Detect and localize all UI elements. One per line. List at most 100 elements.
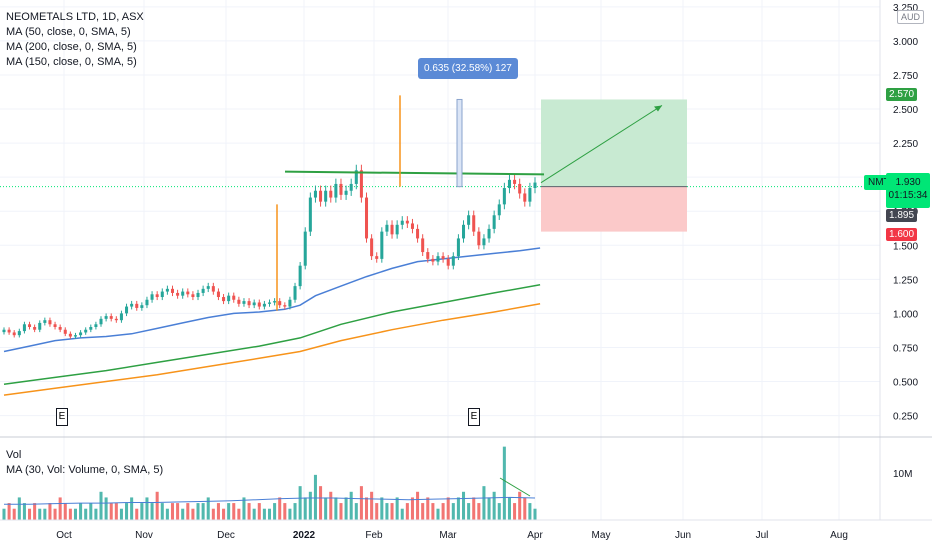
y-tick-label: 3.250	[893, 3, 918, 14]
candle-body	[63, 329, 67, 334]
currency-badge[interactable]: AUD	[897, 10, 925, 24]
candle-body	[232, 295, 236, 300]
volume-bar	[405, 503, 409, 520]
volume-bar	[278, 497, 282, 520]
candle-body	[176, 292, 180, 296]
candle-body	[390, 224, 394, 235]
candle-body	[329, 190, 333, 198]
volume-bar	[79, 503, 83, 520]
candle-body	[267, 302, 272, 304]
candle-body	[497, 204, 501, 216]
earnings-marker[interactable]: E	[56, 408, 68, 426]
candle-body	[89, 327, 93, 330]
drawings[interactable]	[276, 95, 545, 311]
candle-body	[507, 179, 511, 189]
candle-body	[94, 324, 98, 327]
volume-bar	[329, 491, 333, 520]
candle-body	[211, 286, 215, 292]
y-tick-label: 2.500	[893, 105, 918, 116]
volume-bar	[12, 508, 16, 520]
volume-bar	[176, 503, 180, 520]
candle-body	[38, 322, 42, 330]
volume-arrow	[499, 477, 531, 497]
stop-zone	[541, 186, 687, 232]
volume-bar	[283, 503, 287, 520]
candle-body	[283, 305, 287, 307]
candle-body	[426, 252, 430, 259]
candle-body	[477, 231, 481, 246]
candle-body	[482, 238, 486, 246]
candle-body	[222, 297, 226, 302]
earnings-marker[interactable]: E	[468, 408, 480, 426]
volume-bar	[201, 503, 205, 520]
candle-body	[293, 286, 297, 300]
candle-body	[400, 220, 404, 225]
volume-bar	[375, 503, 379, 520]
candle-body	[216, 291, 220, 298]
volume-bar	[181, 508, 185, 520]
candle-body	[523, 193, 527, 202]
ma150-legend: MA (150, close, 0, SMA, 5)	[6, 56, 137, 68]
volume-bar	[191, 508, 195, 520]
volume-bar	[155, 491, 159, 520]
y-tick-label: 2.250	[893, 139, 918, 150]
volume-bar	[196, 503, 200, 520]
candle-body	[364, 197, 369, 239]
last-price-tag: 1.930 01:15:34	[886, 173, 930, 208]
volume-bar	[462, 491, 466, 520]
volume-bar	[482, 486, 486, 520]
y-tick-label: 3.000	[893, 37, 918, 48]
candle-body	[206, 286, 210, 289]
volume-bar	[186, 503, 190, 520]
volume-bar	[114, 503, 118, 520]
x-tick-label: 2022	[293, 530, 316, 541]
target-arrow	[540, 105, 663, 184]
trade-zones[interactable]	[540, 99, 687, 232]
ma200-line	[3, 284, 541, 385]
candle-body	[191, 294, 195, 298]
candle-body	[79, 332, 83, 336]
candle-body	[354, 170, 358, 184]
volume-bar	[222, 508, 226, 520]
volume-bar	[48, 503, 52, 520]
candle-body	[273, 301, 277, 303]
volume-bar	[513, 503, 517, 520]
volume-bar	[150, 503, 154, 520]
candle-body	[109, 316, 113, 319]
volume-bar	[410, 497, 414, 520]
stop-price-tag: 1.600	[886, 228, 918, 241]
volume-bar	[426, 497, 430, 520]
volume-bar	[421, 503, 425, 520]
volume-bar	[395, 497, 399, 520]
candle-body	[155, 294, 159, 298]
candle-body	[48, 320, 52, 325]
candle-body	[513, 179, 517, 184]
volume-bar	[145, 497, 149, 520]
candle-body	[344, 190, 348, 195]
candle-body	[385, 224, 389, 232]
volume-bar	[390, 503, 394, 520]
volume-bar	[38, 508, 42, 520]
volume-bar	[130, 497, 134, 520]
candle-body	[492, 215, 496, 229]
volume-bar	[17, 497, 21, 520]
volume-bar	[165, 508, 169, 520]
x-tick-label: Oct	[56, 530, 72, 541]
candle-body	[201, 288, 205, 293]
candle-body	[380, 231, 384, 259]
volume-bar	[349, 491, 353, 520]
volume-bar	[119, 508, 123, 520]
volume-bar	[507, 497, 511, 520]
candle-body	[518, 183, 522, 194]
candle-body	[436, 256, 440, 262]
volume-bar	[206, 497, 210, 520]
candle-body	[487, 228, 491, 239]
candle-body	[278, 301, 282, 306]
volume-bar	[63, 503, 67, 520]
volume-bar	[2, 508, 6, 520]
volume-bar	[43, 508, 47, 520]
volume-bar	[247, 503, 251, 520]
candle-body	[237, 299, 241, 304]
volume-bars	[2, 446, 537, 520]
